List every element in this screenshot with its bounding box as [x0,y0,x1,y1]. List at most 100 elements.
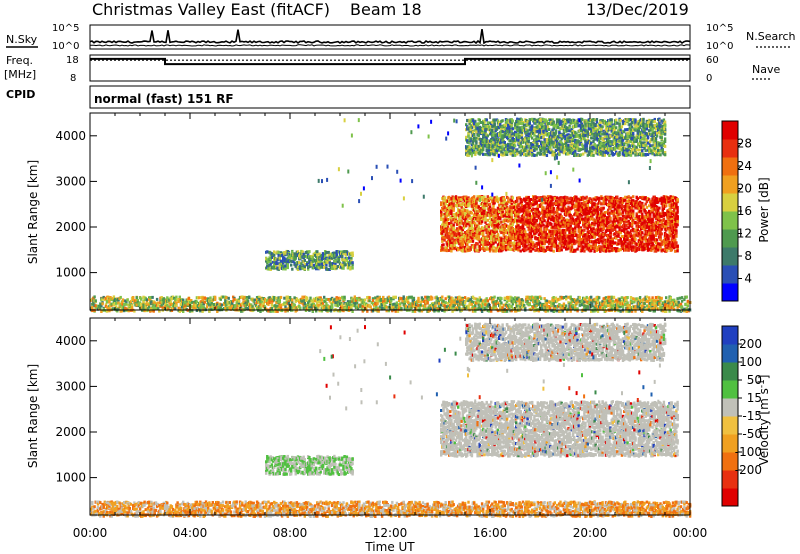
data-cell [603,214,606,218]
data-cell [474,207,477,211]
data-cell [469,227,472,230]
data-cell [491,128,494,132]
data-cell [344,263,347,267]
data-cell [659,235,662,239]
data-cell [518,245,521,249]
data-cell [508,215,511,219]
data-cell [278,266,281,270]
data-cell [486,239,489,242]
data-cell [662,211,666,215]
data-cell [473,195,476,199]
data-cell [659,224,662,228]
data-cell [442,243,445,247]
data-cell [648,242,651,246]
data-cell [452,202,455,206]
data-cell [646,211,650,215]
data-cell [441,227,444,231]
data-cell [549,213,552,217]
data-cell [544,229,547,233]
data-cell [466,222,469,226]
data-cell [455,213,459,217]
data-cell [477,206,480,210]
data-cell [517,207,520,211]
data-cell [446,233,450,237]
data-cell [571,202,575,206]
data-cell [495,227,499,231]
data-cell [578,220,581,224]
data-cell [653,215,656,218]
data-cell [329,262,333,266]
data-cell [501,245,504,249]
data-cell [558,200,561,204]
data-cell [627,219,630,223]
data-cell [570,243,574,247]
data-cell [598,244,601,248]
data-cell [557,246,560,250]
data-cell [568,219,571,223]
data-cell [515,227,518,231]
data-cell [636,228,639,232]
data-cell [494,199,497,203]
data-cell [485,118,488,122]
data-cell [638,202,642,206]
data-cell [609,235,612,239]
data-cell [586,204,589,207]
data-cell [333,256,336,260]
data-cell [330,256,334,260]
data-cell [441,233,444,236]
data-cell [561,231,564,234]
data-cell [542,223,545,227]
data-cell [650,203,653,207]
data-cell [475,202,478,206]
data-cell [457,239,460,243]
data-cell [535,201,538,205]
data-cell [570,245,574,249]
data-cell [468,239,471,243]
data-cell [488,249,492,253]
data-cell [491,224,494,228]
data-cell [480,196,484,199]
data-cell [495,195,499,199]
data-cell [471,130,475,134]
data-cell [613,241,617,245]
data-cell [602,224,605,228]
data-cell [530,216,534,219]
data-cell [470,211,474,215]
data-cell [611,239,614,243]
data-cell [543,219,546,223]
data-cell [325,263,328,267]
data-cell [478,246,481,250]
data-cell [485,236,488,240]
data-cell [555,223,559,227]
data-cell [303,263,306,267]
data-cell [535,214,538,218]
data-cell [578,215,581,219]
data-cell [516,246,519,250]
data-cell [294,256,297,260]
data-cell [334,261,337,265]
data-cell [557,204,560,208]
data-cell [485,127,488,131]
data-cell [533,245,536,249]
data-cell [440,203,443,207]
data-cell [443,248,446,252]
data-cell [646,248,650,252]
data-cell [582,245,585,249]
data-cell [318,263,321,267]
data-cell [267,260,270,264]
data-cell [582,208,585,212]
data-cell [277,254,280,257]
data-cell [546,245,550,249]
nsearch-series [90,44,691,47]
data-cell [496,206,500,210]
data-cell [550,247,553,250]
data-cell [482,148,485,152]
data-cell [292,259,295,263]
data-cell [553,243,556,247]
data-cell [571,227,575,231]
data-cell [532,201,535,204]
data-cell [544,240,547,244]
data-cell [487,227,491,231]
data-cell [450,249,453,253]
data-cell [483,206,486,210]
